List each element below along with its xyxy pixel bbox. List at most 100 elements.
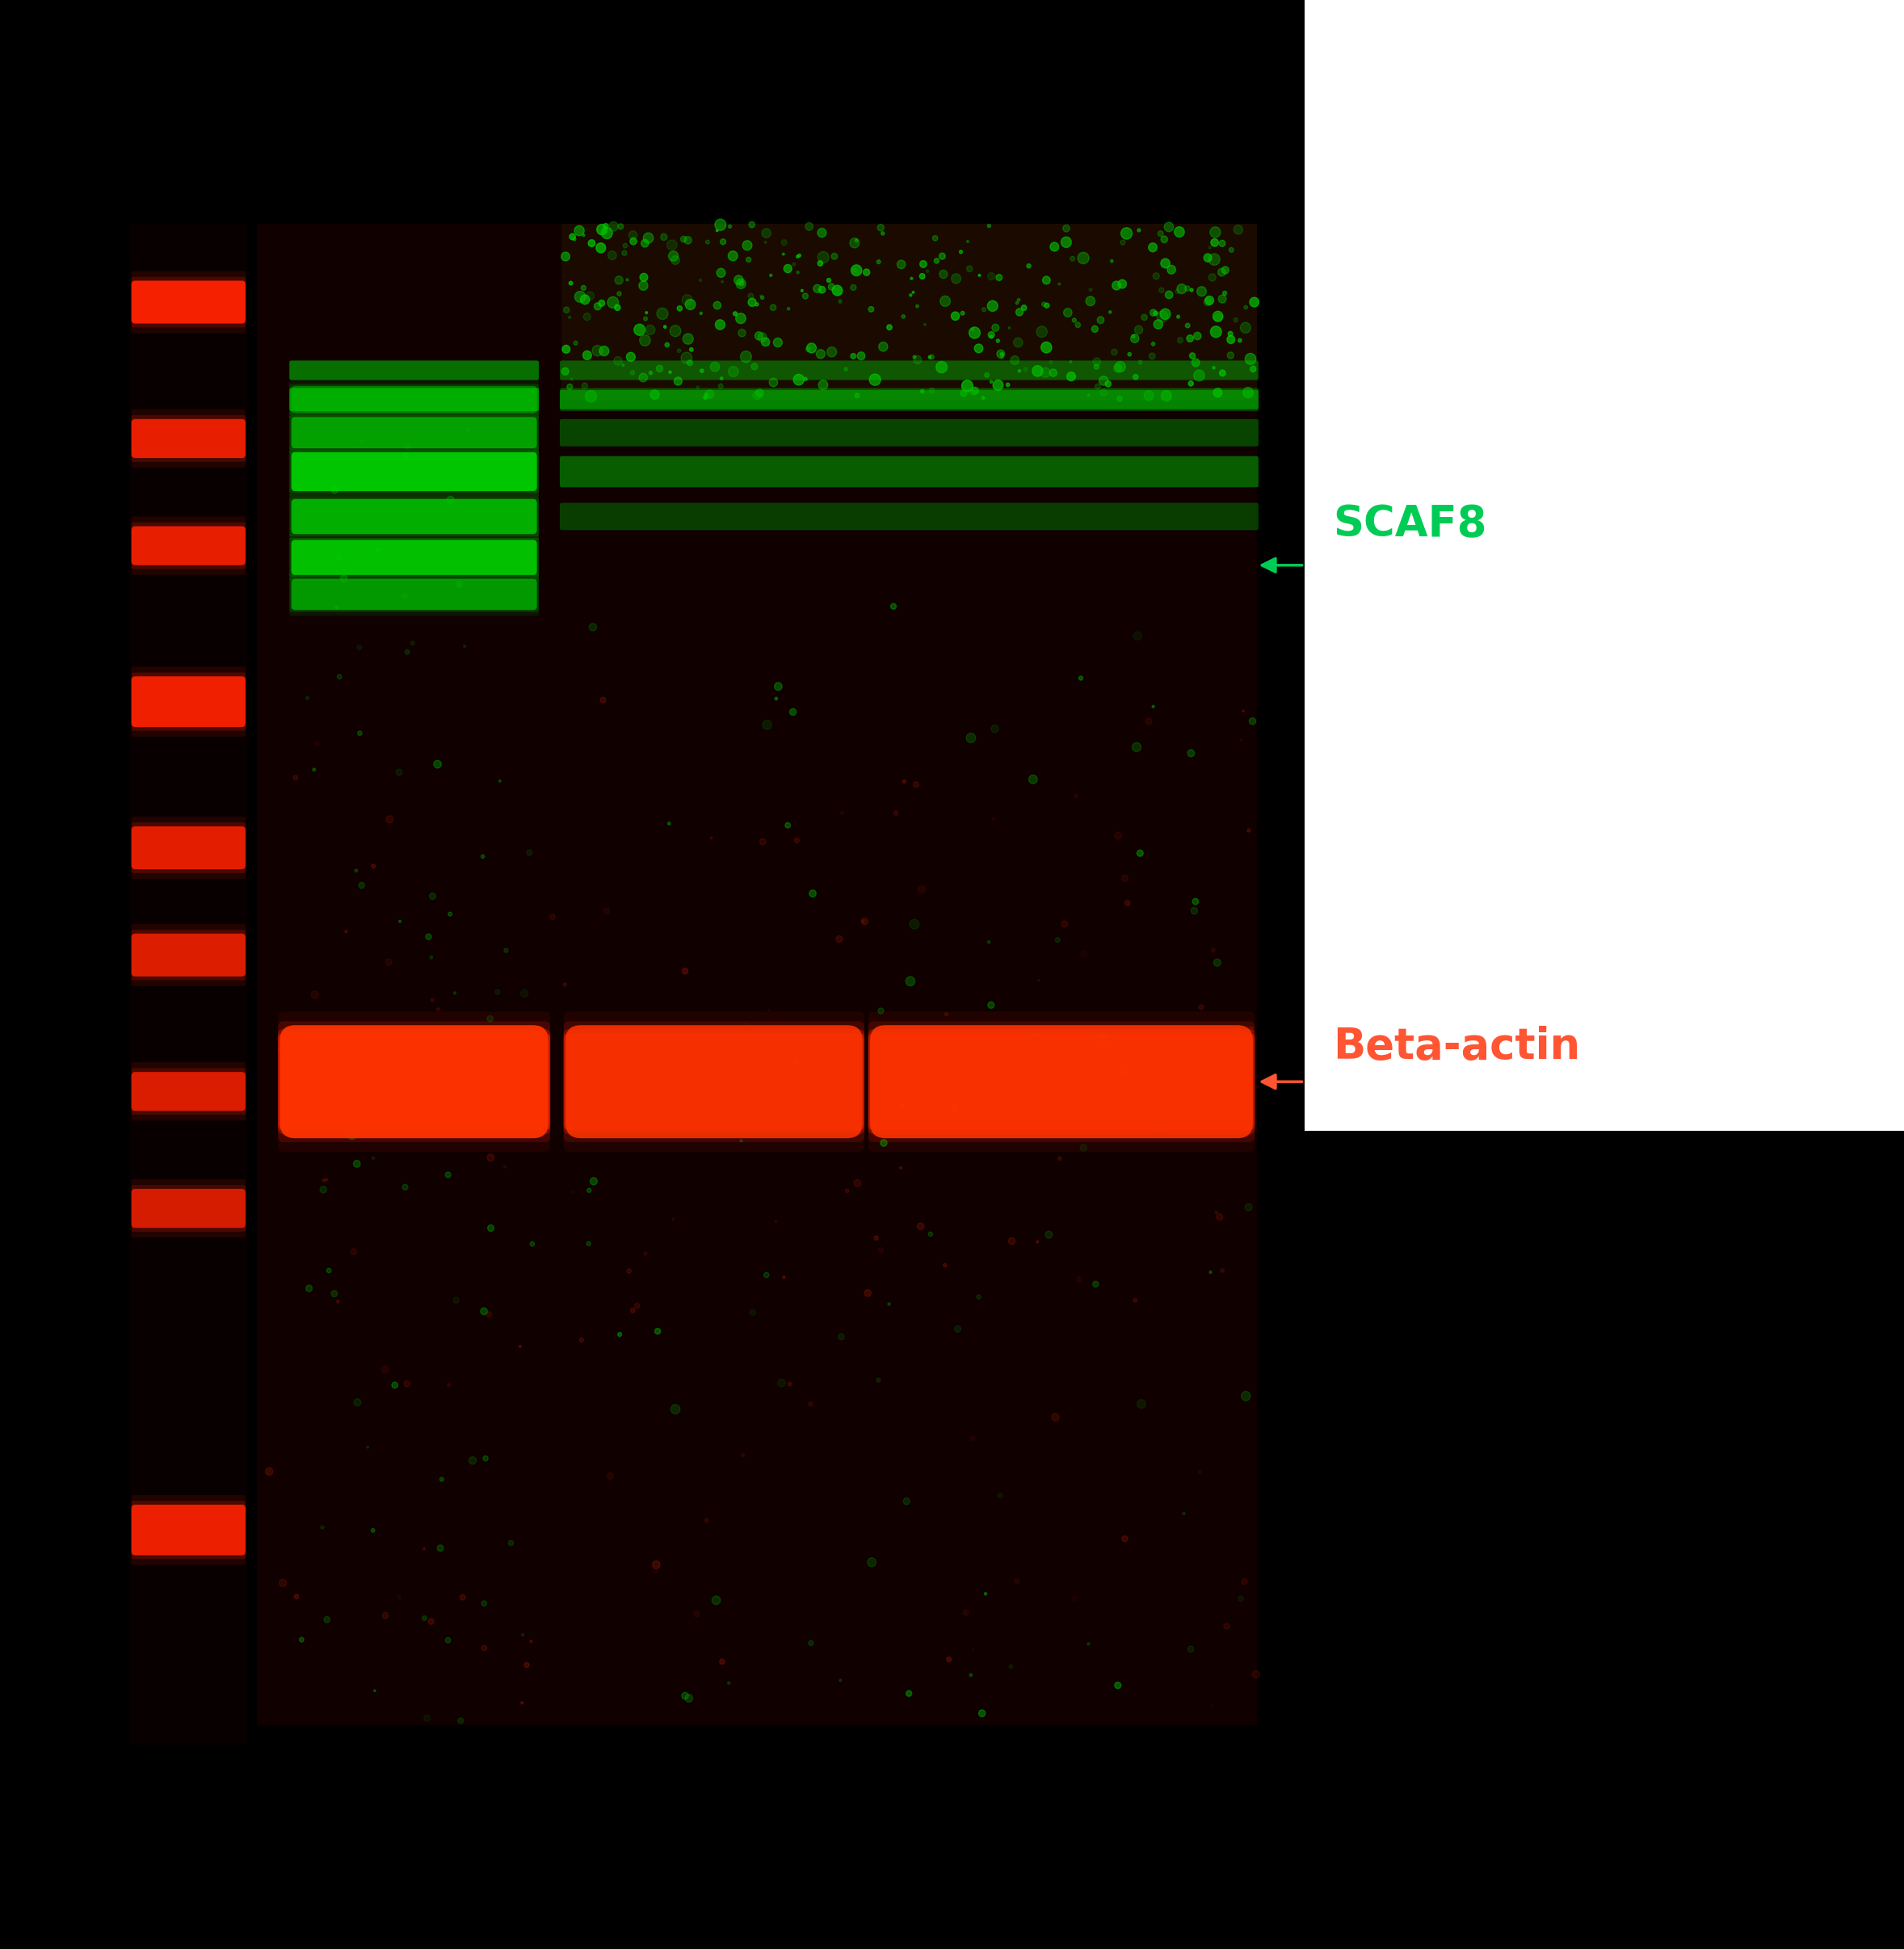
- Circle shape: [762, 228, 771, 238]
- Circle shape: [796, 271, 800, 273]
- Circle shape: [670, 1405, 680, 1415]
- Circle shape: [756, 302, 758, 306]
- Circle shape: [1249, 717, 1257, 725]
- Circle shape: [954, 1325, 962, 1333]
- Circle shape: [1245, 1204, 1253, 1210]
- Circle shape: [617, 1333, 623, 1337]
- Circle shape: [998, 1493, 1003, 1499]
- Circle shape: [644, 232, 653, 244]
- Circle shape: [598, 300, 605, 306]
- FancyBboxPatch shape: [131, 934, 246, 976]
- Circle shape: [920, 261, 927, 267]
- Circle shape: [1234, 224, 1243, 234]
- Circle shape: [864, 1290, 872, 1296]
- Circle shape: [590, 1177, 598, 1185]
- Text: Beta-actin: Beta-actin: [1333, 1025, 1580, 1068]
- Circle shape: [1167, 265, 1175, 275]
- Circle shape: [1017, 308, 1022, 316]
- Circle shape: [716, 230, 718, 232]
- Circle shape: [1243, 388, 1253, 398]
- Circle shape: [743, 240, 752, 249]
- Circle shape: [1005, 384, 1009, 386]
- FancyBboxPatch shape: [289, 493, 539, 540]
- Circle shape: [779, 1380, 786, 1388]
- Circle shape: [495, 990, 501, 994]
- FancyBboxPatch shape: [291, 540, 537, 575]
- Circle shape: [480, 1047, 486, 1052]
- Circle shape: [640, 335, 651, 345]
- Circle shape: [573, 341, 577, 345]
- Circle shape: [316, 741, 320, 745]
- Circle shape: [941, 296, 950, 306]
- Circle shape: [992, 380, 1003, 390]
- Circle shape: [878, 1247, 883, 1253]
- Circle shape: [520, 1345, 522, 1349]
- Circle shape: [522, 1701, 524, 1703]
- Circle shape: [1089, 288, 1093, 290]
- Circle shape: [1188, 380, 1194, 386]
- Circle shape: [946, 1657, 952, 1662]
- Circle shape: [868, 306, 874, 312]
- Circle shape: [404, 444, 409, 448]
- Circle shape: [706, 390, 714, 398]
- Circle shape: [855, 240, 859, 242]
- Circle shape: [447, 1384, 451, 1388]
- Circle shape: [348, 1132, 356, 1140]
- Circle shape: [870, 374, 882, 386]
- Circle shape: [1194, 331, 1201, 339]
- Circle shape: [486, 1312, 491, 1318]
- Circle shape: [1041, 368, 1051, 378]
- FancyBboxPatch shape: [291, 579, 537, 610]
- Circle shape: [748, 298, 756, 306]
- Circle shape: [1017, 298, 1021, 302]
- Circle shape: [802, 292, 807, 298]
- Circle shape: [377, 550, 379, 552]
- Circle shape: [1072, 1596, 1078, 1602]
- FancyBboxPatch shape: [289, 450, 539, 493]
- Circle shape: [617, 292, 621, 296]
- FancyBboxPatch shape: [289, 573, 539, 616]
- Circle shape: [792, 263, 796, 265]
- Circle shape: [402, 1185, 407, 1191]
- Circle shape: [735, 314, 746, 324]
- Circle shape: [1209, 273, 1217, 281]
- Circle shape: [453, 1298, 459, 1304]
- Circle shape: [1243, 306, 1247, 310]
- Circle shape: [1160, 308, 1171, 320]
- Circle shape: [1099, 1035, 1108, 1043]
- Circle shape: [992, 324, 1000, 331]
- Circle shape: [392, 1382, 398, 1388]
- Circle shape: [784, 822, 790, 828]
- Circle shape: [796, 255, 800, 257]
- Circle shape: [585, 390, 596, 401]
- Circle shape: [588, 624, 596, 631]
- Circle shape: [760, 296, 764, 300]
- Circle shape: [996, 275, 1002, 281]
- Circle shape: [992, 817, 996, 821]
- Circle shape: [714, 302, 722, 310]
- Circle shape: [562, 251, 569, 261]
- FancyBboxPatch shape: [131, 1072, 246, 1111]
- Circle shape: [906, 1690, 912, 1696]
- Circle shape: [604, 908, 609, 914]
- Circle shape: [326, 1179, 327, 1181]
- Circle shape: [1160, 288, 1163, 292]
- Circle shape: [1190, 908, 1198, 914]
- Circle shape: [684, 333, 693, 345]
- Circle shape: [653, 1561, 661, 1569]
- Circle shape: [773, 337, 783, 347]
- Circle shape: [1080, 1144, 1087, 1152]
- Circle shape: [312, 768, 316, 772]
- FancyBboxPatch shape: [289, 415, 539, 450]
- Circle shape: [423, 1074, 425, 1076]
- Circle shape: [634, 1304, 640, 1308]
- Circle shape: [897, 259, 906, 269]
- Circle shape: [1158, 310, 1167, 322]
- Circle shape: [706, 240, 710, 244]
- Circle shape: [1219, 240, 1226, 248]
- Circle shape: [649, 1039, 651, 1043]
- Circle shape: [1165, 290, 1173, 298]
- Circle shape: [863, 920, 864, 924]
- Circle shape: [1211, 325, 1222, 337]
- Circle shape: [817, 228, 826, 238]
